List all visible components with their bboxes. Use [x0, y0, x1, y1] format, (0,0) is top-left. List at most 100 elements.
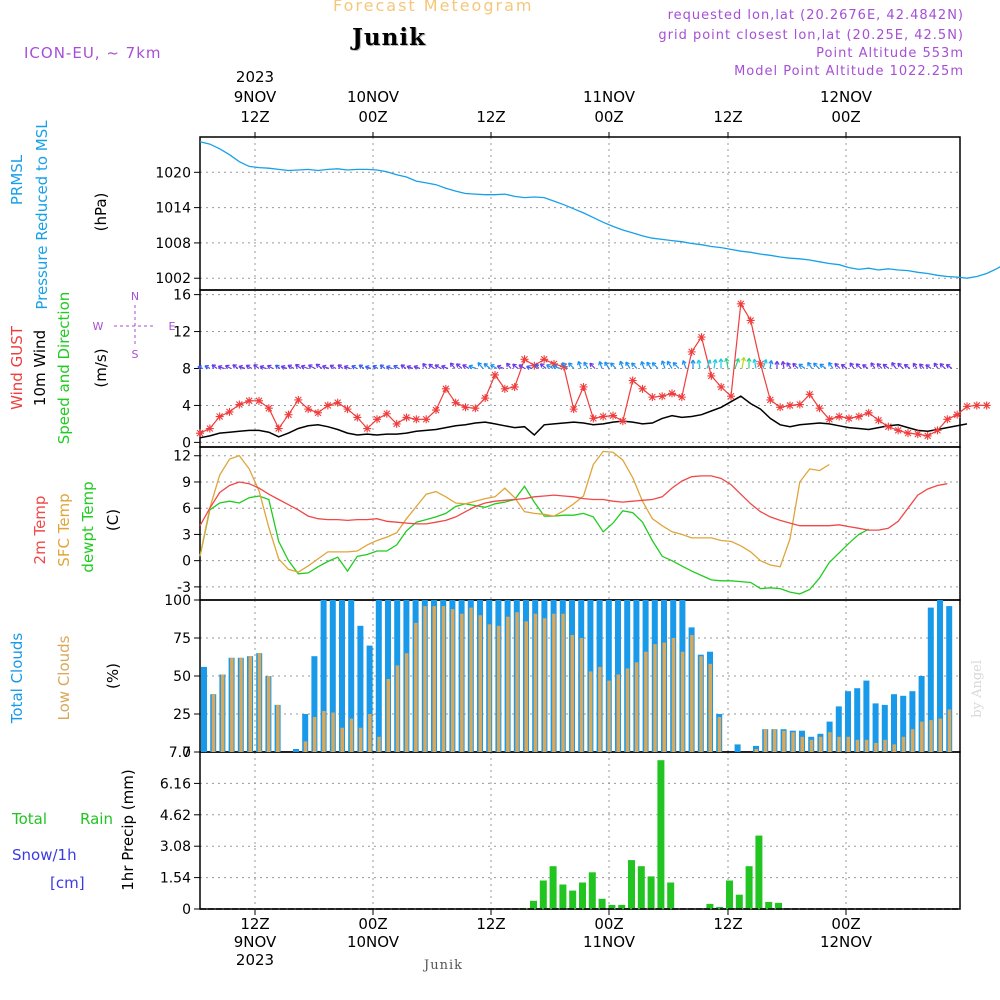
time-label-bottom: 12Z — [713, 915, 742, 933]
low-cloud-bar — [653, 644, 657, 752]
gust-marker — [441, 384, 450, 393]
author-credit: by Angel — [970, 660, 985, 718]
gust-marker — [687, 347, 696, 356]
y-tick-label: 6.16 — [160, 776, 191, 792]
y-tick-label: 50 — [173, 669, 191, 685]
y-tick-label: 3 — [182, 527, 191, 543]
low-cloud-bar — [257, 653, 262, 752]
wind-direction-arrow — [696, 359, 702, 369]
wind-direction-arrow — [358, 364, 365, 369]
low-cloud-bar — [892, 744, 896, 752]
temp-sfc-label: SFC Temp — [55, 493, 73, 566]
low-cloud-bar — [358, 727, 363, 752]
low-cloud-bar — [809, 739, 814, 752]
low-cloud-bar — [864, 739, 869, 752]
wind-direction-arrow — [604, 361, 610, 369]
wind-direction-arrow — [274, 364, 281, 370]
wind-direction-arrow — [939, 363, 946, 369]
time-label-top: 00Z — [831, 108, 860, 126]
y-tick-label: 1.54 — [160, 871, 191, 887]
wind-direction-arrow — [238, 364, 246, 370]
rain-bar — [539, 880, 547, 909]
time-label-bottom: 00Z — [594, 915, 623, 933]
wind-direction-arrow — [945, 363, 953, 369]
gust-marker — [609, 411, 617, 420]
y-tick-label: 100 — [164, 593, 191, 609]
compass-north: N — [131, 290, 139, 303]
rain-bar — [706, 903, 714, 909]
wind-direction-arrow — [197, 365, 204, 371]
wind-direction-arrow — [724, 357, 730, 369]
gust-marker — [491, 370, 499, 379]
low-cloud-bar — [239, 657, 243, 752]
wind-direction-arrow — [780, 360, 786, 369]
wind-direction-arrow — [468, 364, 477, 370]
y-tick-label: 75 — [173, 631, 191, 647]
wind-direction-arrow — [855, 363, 862, 369]
wind-direction-arrow — [625, 361, 631, 369]
low-cloud-bar — [782, 730, 786, 752]
y-tick-label: 0 — [182, 554, 191, 570]
rain-bar — [637, 866, 645, 909]
gust-marker — [913, 430, 922, 439]
rain-bar — [775, 902, 782, 909]
gust-marker — [963, 402, 971, 411]
wind-direction-arrow — [441, 364, 449, 370]
gust-marker — [943, 415, 952, 424]
low-cloud-bar — [634, 662, 639, 752]
wind-direction-arrow — [266, 364, 274, 370]
wind-direction-arrow — [734, 358, 740, 369]
wind-direction-arrow — [526, 365, 533, 370]
y-tick-label: 16 — [173, 288, 191, 304]
y-tick-label: 0 — [182, 435, 191, 451]
y-tick-label: 1008 — [155, 236, 191, 252]
wind-direction-arrow — [718, 358, 724, 369]
rain-bar — [598, 898, 606, 909]
total-cloud-bar — [854, 688, 861, 752]
low-cloud-bar — [846, 736, 850, 752]
wind-direction-arrow — [834, 362, 841, 369]
wind-direction-arrow — [307, 364, 316, 370]
low-cloud-bar — [478, 615, 482, 752]
chart-title: Forecast Meteogram — [333, 0, 534, 15]
gust-marker — [786, 401, 794, 410]
wind-direction-arrow — [434, 364, 442, 370]
total-cloud-bar — [927, 607, 934, 752]
low-cloud-bar — [818, 736, 823, 752]
gust-marker — [510, 382, 519, 391]
low-cloud-bar — [312, 717, 317, 752]
station-name: Junik — [352, 24, 426, 51]
wind-direction-arrow — [455, 363, 463, 369]
wind-direction-arrow — [300, 364, 309, 370]
low-cloud-bar — [524, 621, 528, 752]
wind-direction-arrow — [337, 364, 344, 369]
time-label-top: 12Z — [240, 108, 269, 126]
gust-marker — [697, 333, 706, 342]
wind-direction-arrow — [903, 363, 911, 369]
gust-marker — [245, 396, 254, 405]
wind-direction-arrow — [280, 365, 288, 370]
low-cloud-bar — [331, 712, 335, 752]
low-cloud-bar — [837, 736, 841, 752]
wind-direction-arrow — [204, 365, 211, 370]
total-cloud-bar — [891, 694, 897, 752]
low-cloud-bar — [404, 653, 409, 752]
wind-direction-arrow — [211, 364, 218, 369]
wind-direction-arrow — [224, 364, 232, 370]
wind-direction-arrow — [925, 364, 932, 369]
low-cloud-bar — [450, 609, 455, 752]
wind-direction-arrow — [294, 363, 302, 369]
wind-direction-arrow — [512, 363, 519, 369]
y-tick-label: 1020 — [155, 165, 191, 181]
model-name: ICON-EU, ~ 7km — [24, 44, 162, 62]
wind-10m-label: 10m Wind — [31, 330, 49, 406]
gust-marker — [589, 414, 598, 423]
wind-direction-arrow — [933, 362, 939, 369]
wind-direction-arrow — [315, 363, 323, 369]
wind-direction-arrow — [918, 363, 925, 369]
gust-marker — [845, 414, 853, 423]
wind-direction-arrow — [672, 361, 680, 369]
time-label-bottom: 12NOV — [820, 933, 873, 951]
gust-marker — [530, 361, 539, 370]
